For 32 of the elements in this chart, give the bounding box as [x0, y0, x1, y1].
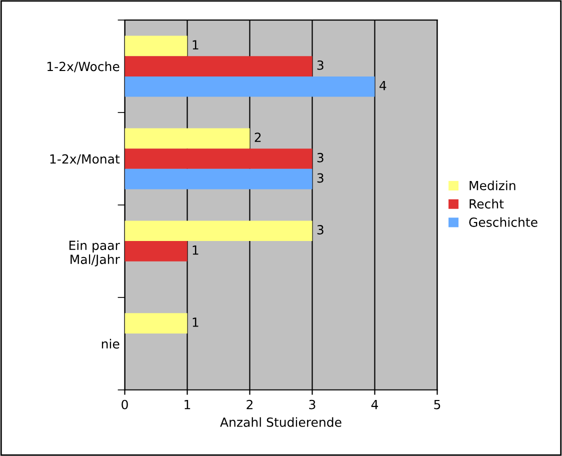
bar — [124, 241, 188, 262]
bar — [124, 148, 312, 169]
bar — [124, 313, 188, 334]
x-tick-label: 0 — [122, 400, 128, 410]
data-label: 1 — [192, 318, 198, 327]
data-label: 3 — [317, 225, 324, 234]
data-label: 1 — [192, 246, 198, 255]
data-label: 4 — [380, 80, 386, 90]
y-tick-label: nie — [102, 338, 120, 349]
legend-label: Geschichte — [469, 217, 538, 227]
bar — [124, 128, 250, 149]
y-tick-label: Ein paar Mal/Jahr — [69, 240, 120, 266]
legend-label: Recht — [470, 198, 504, 209]
bar — [124, 56, 312, 76]
data-label: 2 — [254, 132, 261, 142]
x-tick-label: 5 — [434, 400, 440, 410]
x-tick-label: 3 — [309, 400, 316, 410]
data-label: 3 — [317, 173, 324, 183]
y-tick-label: 1-2x/Monat — [50, 154, 120, 165]
x-tick-label: 4 — [371, 400, 378, 410]
legend-label: Medizin — [470, 180, 516, 190]
data-label: 1 — [192, 40, 198, 50]
x-axis-title: Anzahl Studierende — [220, 417, 342, 427]
y-tick-label: 1-2x/Woche — [47, 62, 120, 72]
bar — [124, 220, 312, 242]
x-tick-label: 2 — [246, 400, 252, 410]
bar — [124, 168, 312, 190]
bar — [124, 76, 375, 97]
data-label: 3 — [317, 60, 324, 70]
bar — [124, 36, 188, 56]
data-label: 3 — [317, 152, 324, 162]
x-tick-label: 1 — [184, 400, 190, 410]
